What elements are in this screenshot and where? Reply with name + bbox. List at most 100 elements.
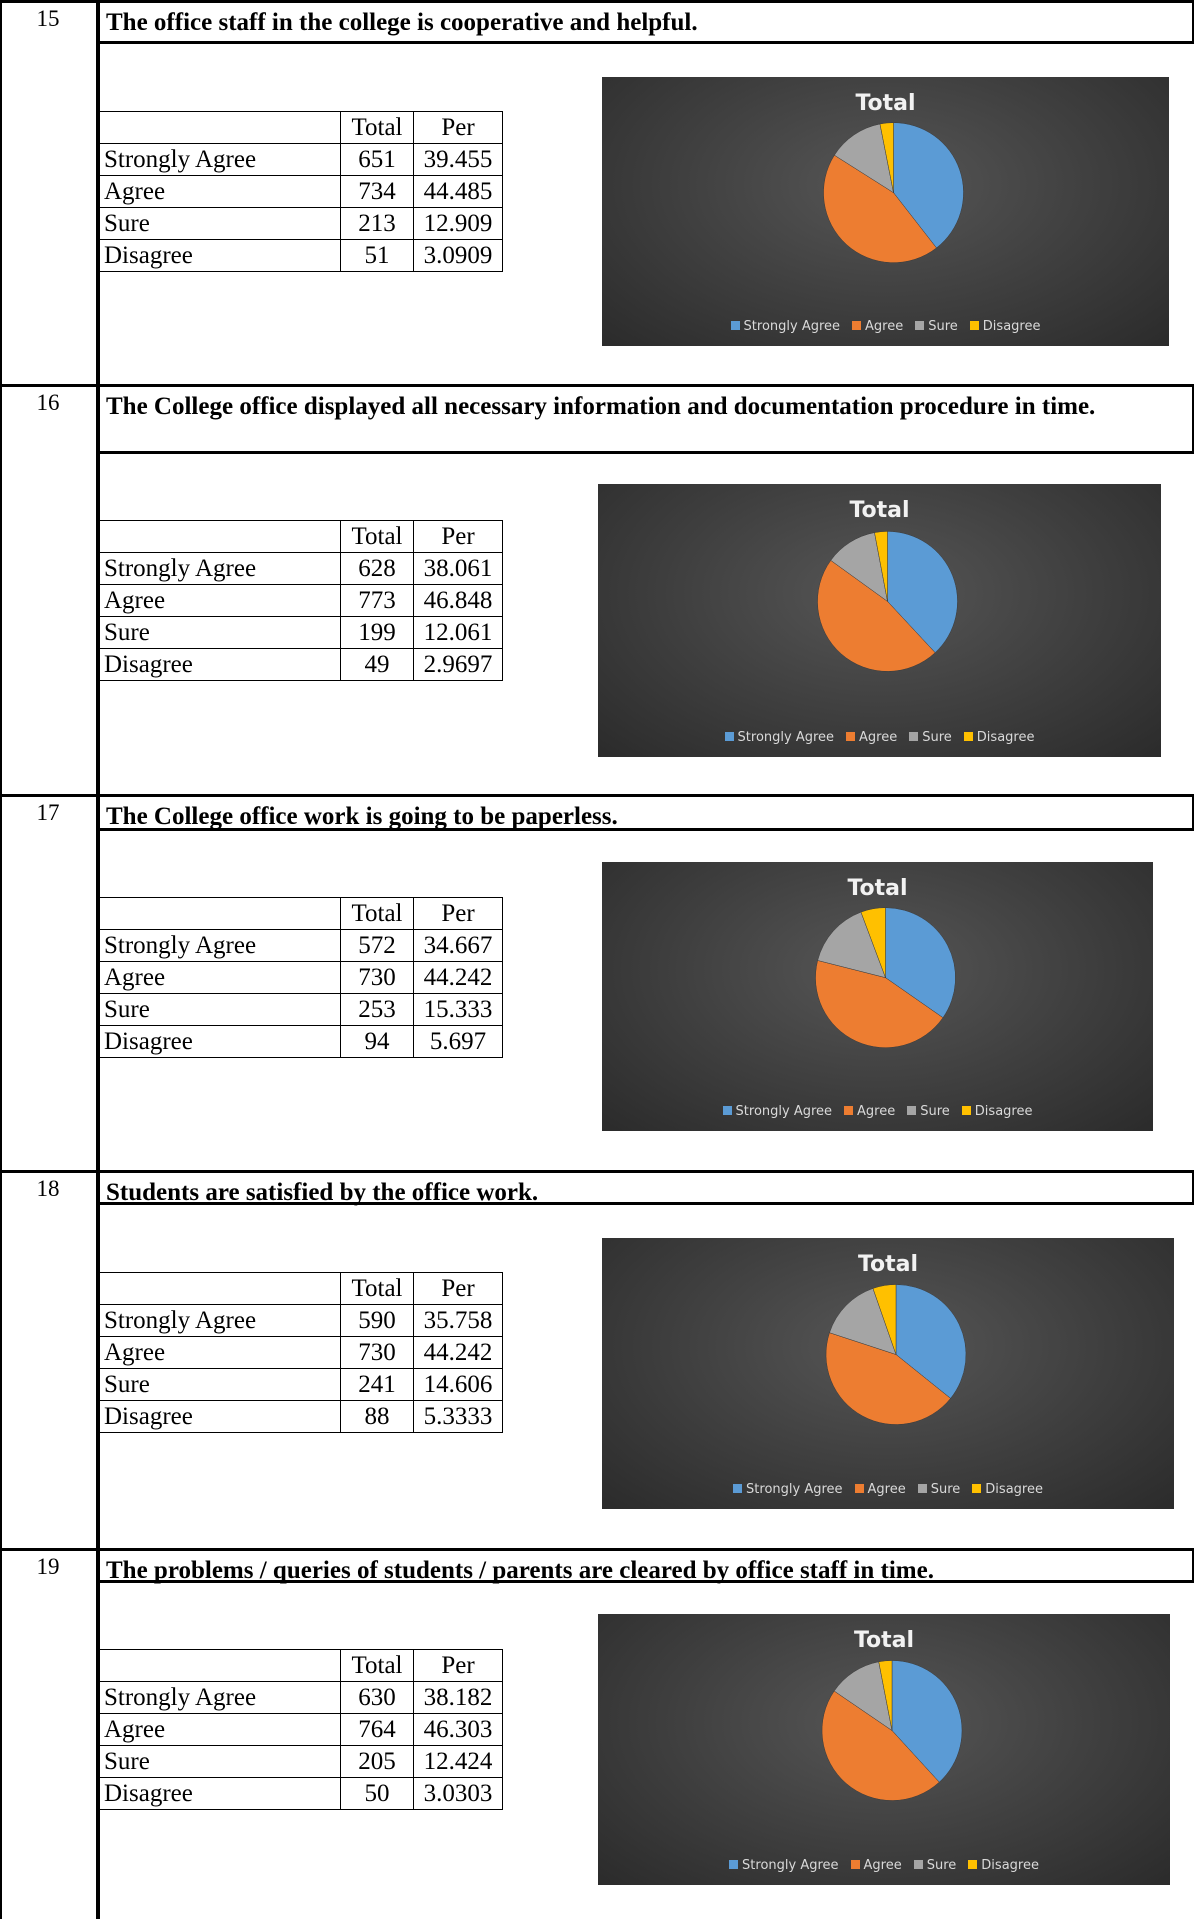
left-border [0,0,2,1919]
legend-label: Strongly Agree [742,1858,839,1873]
row-per: 14.606 [413,1368,503,1401]
table-row: Sure 205 12.424 [100,1745,503,1778]
legend-label: Disagree [985,1482,1043,1497]
row-label: Sure [100,993,341,1026]
legend-item: Agree [854,1482,906,1497]
legend-label: Disagree [976,730,1035,745]
table-header-row: Total Per [100,1272,503,1305]
right-border [1192,0,1194,44]
legend-label: Agree [857,1104,896,1119]
legend-swatch [961,1106,971,1115]
legend-swatch [915,321,925,330]
header-blank [100,897,341,930]
legend-swatch [730,321,740,330]
item-question: The problems / queries of students / par… [106,1557,934,1584]
pie-chart: Total Strongly Agree Agree Sure Disagree [598,1614,1170,1885]
right-border [1192,1548,1194,1583]
item-top-border [0,384,1194,387]
table-row: Sure 199 12.061 [100,616,503,649]
row-per: 35.758 [413,1304,503,1337]
row-total: 88 [340,1400,414,1433]
item-top-border [0,794,1194,797]
pie-svg [815,907,956,1048]
row-label: Disagree [100,1777,341,1810]
header-per: Per [413,111,503,144]
header-total: Total [340,897,414,930]
row-label: Agree [100,1336,341,1369]
pie-slice-sure [829,1288,897,1355]
legend-item: Sure [917,1482,960,1497]
pie-svg [823,122,964,263]
header-blank [100,1272,341,1305]
question-underline [96,451,1194,454]
chart-title: Total [857,1252,919,1277]
item-number: 19 [36,1554,60,1579]
legend-swatch [907,1106,917,1115]
pie-slice-disagree [874,531,888,602]
item-top-border [0,0,1194,3]
row-total: 51 [340,239,414,272]
header-per: Per [413,1272,503,1305]
legend-swatch [968,1860,978,1869]
legend-item: Disagree [963,730,1035,745]
legend-item: Agree [844,1104,895,1119]
legend-item: Sure [909,730,952,745]
row-total: 730 [340,961,414,994]
row-total: 773 [340,584,414,617]
item-question: The office staff in the college is coope… [106,9,698,36]
table-row: Strongly Agree 651 39.455 [100,143,503,176]
legend-item: Strongly Agree [724,730,835,745]
pie-slice-agree [825,1332,951,1425]
pie-chart: Total Strongly Agree Agree Sure Disagree [602,862,1153,1131]
table-row: Agree 734 44.485 [100,175,503,208]
legend-swatch [909,732,919,741]
table-header-row: Total Per [100,520,503,553]
number-column-divider [96,0,100,1919]
row-per: 5.697 [413,1025,503,1058]
table-header-row: Total Per [100,1649,503,1682]
survey-item-19: 19 The problems / queries of students / … [0,1548,1194,1919]
pie-slice-agree [817,560,936,672]
legend-item: Agree [850,1858,902,1873]
pie-chart: Total Strongly Agree Agree Sure Disagree [602,1238,1174,1509]
legend-item: Strongly Agree [722,1104,832,1119]
row-label: Disagree [100,1400,341,1433]
chart-legend: Strongly Agree Agree Sure Disagree [602,319,1169,334]
header-per: Per [413,897,503,930]
pie-chart: Total Strongly Agree Agree Sure Disagree [602,77,1169,346]
header-total: Total [340,1649,414,1682]
table-row: Sure 241 14.606 [100,1368,503,1401]
row-per: 38.061 [413,552,503,585]
row-per: 15.333 [413,993,503,1026]
legend-label: Strongly Agree [746,1482,843,1497]
table-row: Agree 773 46.848 [100,584,503,617]
row-label: Disagree [100,239,341,272]
item-number: 16 [36,390,60,415]
row-total: 572 [340,929,414,962]
table-row: Sure 213 12.909 [100,207,503,240]
legend-label: Strongly Agree [737,730,835,745]
right-border [1192,794,1194,831]
legend-item: Strongly Agree [729,1858,839,1873]
legend-swatch [963,732,973,741]
pie-chart: Total Strongly Agree Agree Sure Disagree [598,484,1161,757]
row-total: 50 [340,1777,414,1810]
row-per: 39.455 [413,143,503,176]
row-per: 3.0909 [413,239,503,272]
pie-slice-strongly-agree [885,907,956,1019]
legend-item: Disagree [969,319,1040,334]
legend-swatch [917,1484,927,1493]
header-blank [100,520,341,553]
legend-item: Agree [846,730,897,745]
row-label: Sure [100,1368,341,1401]
row-label: Agree [100,1713,341,1746]
legend-item: Strongly Agree [733,1482,843,1497]
legend-swatch [852,321,862,330]
header-total: Total [340,520,414,553]
legend-item: Disagree [961,1104,1032,1119]
pie-slice-strongly-agree [891,1660,963,1783]
row-per: 38.182 [413,1681,503,1714]
legend-swatch [733,1484,743,1493]
table-row: Agree 764 46.303 [100,1713,503,1746]
